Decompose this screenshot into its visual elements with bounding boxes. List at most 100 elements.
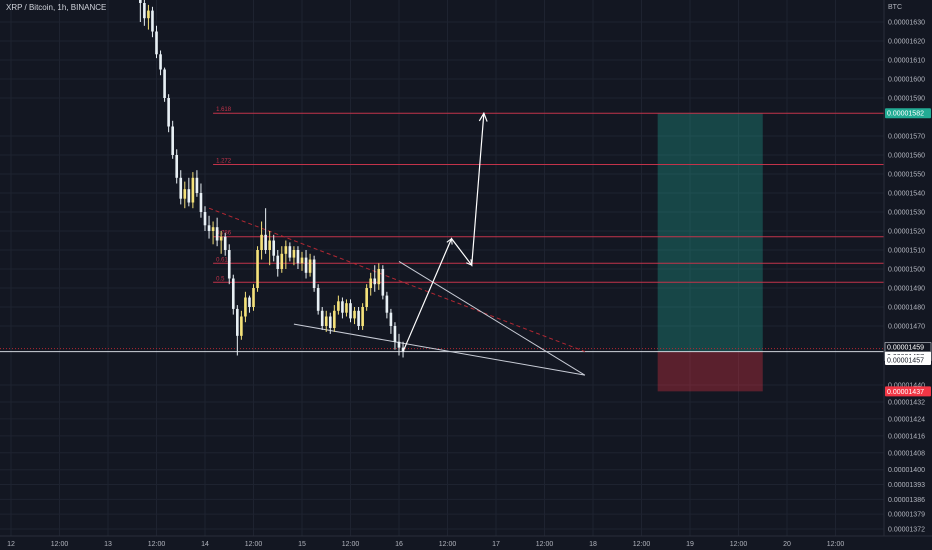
candle-body	[179, 177, 183, 199]
candle-body	[227, 250, 231, 279]
wedge-upper-line[interactable]	[398, 260, 586, 376]
candle-body	[377, 269, 381, 285]
chart-title: XRP / Bitcoin, 1h, BINANCE	[6, 3, 107, 12]
candle-body	[187, 189, 191, 203]
price-tick-label: 0.00001630	[888, 20, 925, 27]
price-axis: 0.00001630 0.00001620 0.00001610 0.00001600…	[888, 20, 925, 534]
candle-body	[219, 236, 223, 241]
price-axis-panel[interactable]	[884, 0, 932, 550]
candle-body	[353, 310, 356, 319]
projection-turn-arrowhead	[466, 259, 473, 267]
candle-body	[215, 227, 219, 241]
candle-body	[231, 278, 235, 309]
price-tick-label: 0.00001550	[888, 172, 925, 179]
price-tick-label: 0.00001500	[888, 267, 925, 274]
time-tick-label: 12:00	[633, 541, 651, 548]
wedge-lower-line[interactable]	[293, 323, 586, 376]
time-tick-label: 12:00	[148, 541, 166, 548]
price-tick-label: 0.00001510	[888, 248, 925, 255]
candle-body	[191, 177, 195, 203]
candle-body	[328, 316, 332, 328]
candle-body	[223, 236, 227, 250]
candle-body	[349, 303, 352, 319]
drawn-lines[interactable]	[0, 207, 884, 376]
projection-turn-arrowhead	[446, 237, 453, 245]
candle-body	[272, 240, 276, 256]
candle-body	[369, 278, 373, 288]
candle-body	[175, 155, 179, 178]
price-tick-label: 0.00001400	[888, 467, 925, 474]
candle-body	[240, 316, 243, 336]
fib-level-label: 0.618	[216, 257, 232, 263]
price-tick-label: 0.00001610	[888, 58, 925, 65]
candle-body	[288, 246, 292, 258]
time-tick-label: 20	[783, 541, 791, 548]
candle-body	[195, 177, 199, 193]
candle-body	[304, 257, 308, 273]
candle-body	[248, 297, 251, 307]
candle-body	[292, 250, 296, 258]
price-tag-background	[885, 355, 931, 366]
price-tag-background	[885, 386, 931, 397]
candle-body	[389, 312, 393, 326]
time-tick-label: 12	[7, 541, 15, 548]
candle-body	[381, 269, 385, 296]
candle-body	[211, 227, 215, 231]
candle-body	[284, 246, 288, 254]
candle-body	[256, 250, 259, 288]
projection-arrows[interactable]	[402, 111, 488, 352]
candle-body	[397, 341, 401, 348]
candle-body	[151, 10, 154, 32]
price-tick-label: 0.00001386	[888, 497, 925, 504]
price-tick-label: 0.00001416	[888, 433, 925, 440]
projection-path[interactable]	[402, 113, 485, 352]
price-tick-label: 0.00001432	[888, 399, 925, 406]
candle-body	[167, 98, 170, 127]
price-tick-label: 0.00001530	[888, 210, 925, 217]
candle-body	[324, 316, 328, 326]
grid	[0, 0, 884, 536]
price-tick-label: 0.00001379	[888, 512, 925, 519]
price-tick-label: 0.00001424	[888, 416, 925, 423]
price-tick-label: 0.00001570	[888, 134, 925, 141]
currency-label: BTC	[888, 4, 902, 11]
price-tags: 0.0000145936:360.000015820.000014570.000…	[884, 108, 932, 397]
candle-body	[308, 259, 312, 273]
candle-body	[312, 259, 316, 288]
time-axis[interactable]: 12 12:00 13 12:00 14 12:00 15 12:00 16 12:00 17 12:…	[7, 541, 844, 548]
time-tick-label: 12:00	[536, 541, 554, 548]
candle-body	[276, 255, 280, 269]
price-tag: 0.00001437	[887, 389, 924, 396]
price-tick-label: 0.00001620	[888, 39, 925, 46]
candle-body	[199, 193, 203, 212]
candle-body	[171, 126, 174, 155]
candle-body	[316, 288, 320, 311]
candle-body	[373, 278, 377, 285]
price-tick-label: 0.00001520	[888, 229, 925, 236]
time-tick-label: 12:00	[827, 541, 845, 548]
candle-body	[183, 189, 187, 199]
candle-body	[163, 69, 166, 98]
price-tick-label: 0.00001560	[888, 153, 925, 160]
candle-body	[341, 301, 344, 313]
position-profit-zone[interactable]	[657, 113, 763, 352]
candle-body	[143, 3, 146, 19]
time-tick-label: 15	[298, 541, 306, 548]
candle-body	[365, 288, 368, 307]
candle-body	[337, 301, 340, 311]
time-tick-label: 17	[492, 541, 500, 548]
position-loss-zone[interactable]	[657, 351, 763, 392]
candle-body	[280, 253, 284, 269]
candle-body	[357, 310, 360, 326]
long-position-tool[interactable]	[657, 113, 763, 392]
price-tag-background	[885, 108, 931, 119]
fib-level-label: 0.5	[216, 276, 225, 282]
candle-body	[236, 308, 239, 336]
fibonacci-levels[interactable]: 1.618 1.272 0.786 0.618 0.5	[213, 107, 884, 283]
candle-body	[159, 54, 162, 70]
candlesticks	[139, 0, 405, 358]
candle-body	[385, 295, 389, 313]
candle-body	[244, 297, 247, 317]
